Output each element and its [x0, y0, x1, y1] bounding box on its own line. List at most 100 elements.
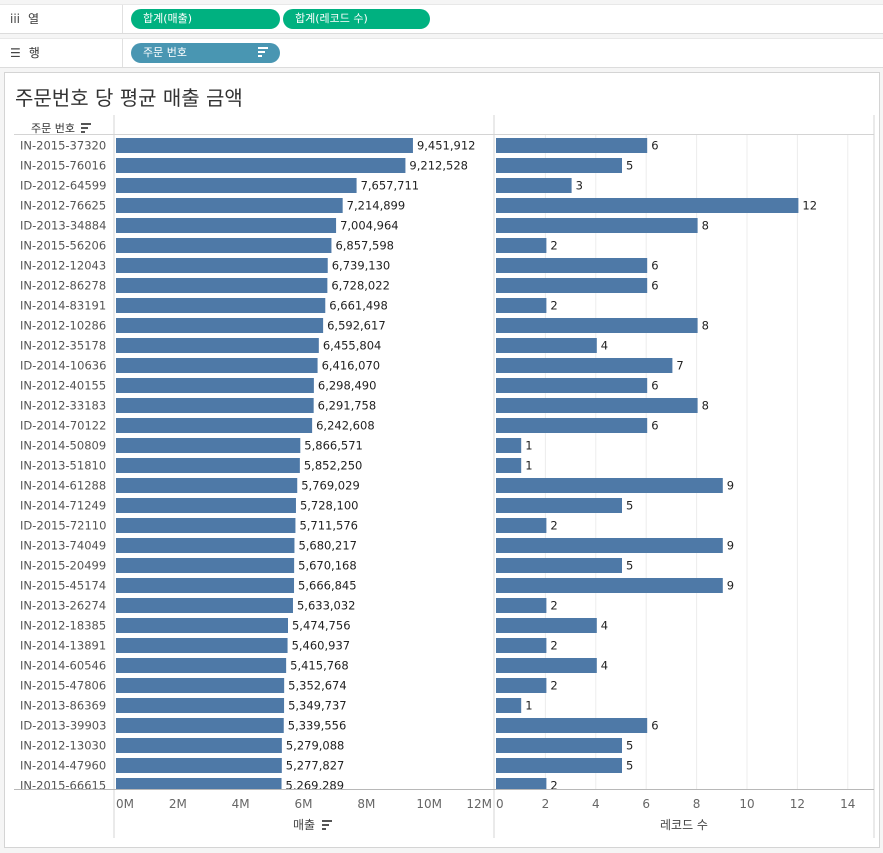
sales-bar[interactable] [116, 278, 328, 293]
records-bar[interactable] [496, 538, 723, 553]
row-label[interactable]: IN-2014-61288 [20, 479, 106, 493]
row-label[interactable]: IN-2012-13030 [20, 739, 106, 753]
row-header-order-id[interactable]: 주문 번호 [31, 120, 92, 136]
sales-bar[interactable] [116, 138, 413, 153]
sales-bar[interactable] [116, 358, 318, 373]
row-label[interactable]: IN-2013-26274 [20, 599, 106, 613]
row-label[interactable]: ID-2012-64599 [20, 179, 106, 193]
records-bar[interactable] [496, 298, 547, 313]
sales-bar[interactable] [116, 758, 282, 773]
records-bar[interactable] [496, 558, 622, 573]
row-label[interactable]: IN-2014-13891 [20, 639, 106, 653]
records-bar[interactable] [496, 458, 522, 473]
row-label[interactable]: ID-2015-72110 [20, 519, 106, 533]
records-bar[interactable] [496, 478, 723, 493]
row-label[interactable]: IN-2015-45174 [20, 579, 106, 593]
records-bar[interactable] [496, 278, 648, 293]
records-bar[interactable] [496, 738, 622, 753]
row-label[interactable]: IN-2012-12043 [20, 259, 106, 273]
records-bar[interactable] [496, 378, 648, 393]
row-label[interactable]: IN-2014-50809 [20, 439, 106, 453]
sales-bar[interactable] [116, 238, 332, 253]
records-bar[interactable] [496, 758, 622, 773]
sales-bar[interactable] [116, 518, 296, 533]
sales-bar[interactable] [116, 638, 288, 653]
sales-bar[interactable] [116, 258, 328, 273]
row-label[interactable]: IN-2014-83191 [20, 299, 106, 313]
sales-bar[interactable] [116, 198, 343, 213]
sales-bar[interactable] [116, 678, 285, 693]
row-label[interactable]: IN-2015-20499 [20, 559, 106, 573]
row-label[interactable]: IN-2013-86369 [20, 699, 106, 713]
sort-icon[interactable] [81, 123, 92, 135]
records-bar[interactable] [496, 398, 698, 413]
row-label[interactable]: ID-2014-70122 [20, 419, 106, 433]
pill-order-id[interactable]: 주문 번호 [131, 43, 280, 63]
sales-bar[interactable] [116, 558, 295, 573]
row-label[interactable]: IN-2013-74049 [20, 539, 106, 553]
sales-bar[interactable] [116, 178, 357, 193]
records-bar[interactable] [496, 638, 547, 653]
row-label[interactable]: ID-2013-34884 [20, 219, 106, 233]
records-bar[interactable] [496, 598, 547, 613]
records-bar[interactable] [496, 318, 698, 333]
sales-bar[interactable] [116, 698, 285, 713]
sales-bar[interactable] [116, 398, 314, 413]
records-bar[interactable] [496, 698, 522, 713]
records-bar[interactable] [496, 138, 648, 153]
records-bar[interactable] [496, 578, 723, 593]
sales-bar[interactable] [116, 418, 313, 433]
sales-bar[interactable] [116, 658, 287, 673]
sales-bar[interactable] [116, 318, 324, 333]
records-bar[interactable] [496, 618, 597, 633]
records-bar[interactable] [496, 678, 547, 693]
records-bar[interactable] [496, 518, 547, 533]
sales-bar[interactable] [116, 458, 300, 473]
sort-icon[interactable] [258, 47, 268, 59]
sales-bar[interactable] [116, 538, 295, 553]
records-bar[interactable] [496, 418, 648, 433]
records-bar[interactable] [496, 498, 622, 513]
sales-bar[interactable] [116, 298, 326, 313]
row-label[interactable]: IN-2015-56206 [20, 239, 106, 253]
sales-bar[interactable] [116, 738, 282, 753]
sales-bar[interactable] [116, 158, 406, 173]
records-bar[interactable] [496, 198, 799, 213]
records-bar[interactable] [496, 658, 597, 673]
records-bar[interactable] [496, 218, 698, 233]
sales-bar[interactable] [116, 718, 284, 733]
row-label[interactable]: ID-2013-39903 [20, 719, 106, 733]
records-bar[interactable] [496, 718, 648, 733]
row-label[interactable]: IN-2012-76625 [20, 199, 106, 213]
pill-sum-sales[interactable]: 합계(매출) [131, 9, 280, 29]
row-label[interactable]: IN-2012-35178 [20, 339, 106, 353]
row-label[interactable]: IN-2012-40155 [20, 379, 106, 393]
sales-bar[interactable] [116, 598, 293, 613]
row-label[interactable]: IN-2015-76016 [20, 159, 106, 173]
row-label[interactable]: IN-2014-60546 [20, 659, 106, 673]
pill-sum-records[interactable]: 합계(레코드 수) [283, 9, 430, 29]
sales-bar[interactable] [116, 578, 295, 593]
sales-bar[interactable] [116, 498, 296, 513]
sales-bar[interactable] [116, 478, 298, 493]
row-label[interactable]: IN-2012-33183 [20, 399, 106, 413]
records-bar[interactable] [496, 258, 648, 273]
records-bar[interactable] [496, 438, 522, 453]
sales-bar[interactable] [116, 378, 314, 393]
sort-icon[interactable] [322, 828, 326, 830]
records-bar[interactable] [496, 178, 572, 193]
sort-icon[interactable] [322, 824, 329, 826]
sales-bar[interactable] [116, 618, 288, 633]
row-label[interactable]: ID-2014-10636 [20, 359, 106, 373]
records-bar[interactable] [496, 358, 673, 373]
sales-bar[interactable] [116, 438, 301, 453]
records-bar[interactable] [496, 238, 547, 253]
sales-bar[interactable] [116, 338, 319, 353]
sort-icon[interactable] [322, 820, 332, 822]
row-label[interactable]: IN-2015-37320 [20, 139, 106, 153]
row-label[interactable]: IN-2013-51810 [20, 459, 106, 473]
row-label[interactable]: IN-2015-47806 [20, 679, 106, 693]
row-label[interactable]: IN-2012-10286 [20, 319, 106, 333]
records-bar[interactable] [496, 338, 597, 353]
records-bar[interactable] [496, 158, 622, 173]
